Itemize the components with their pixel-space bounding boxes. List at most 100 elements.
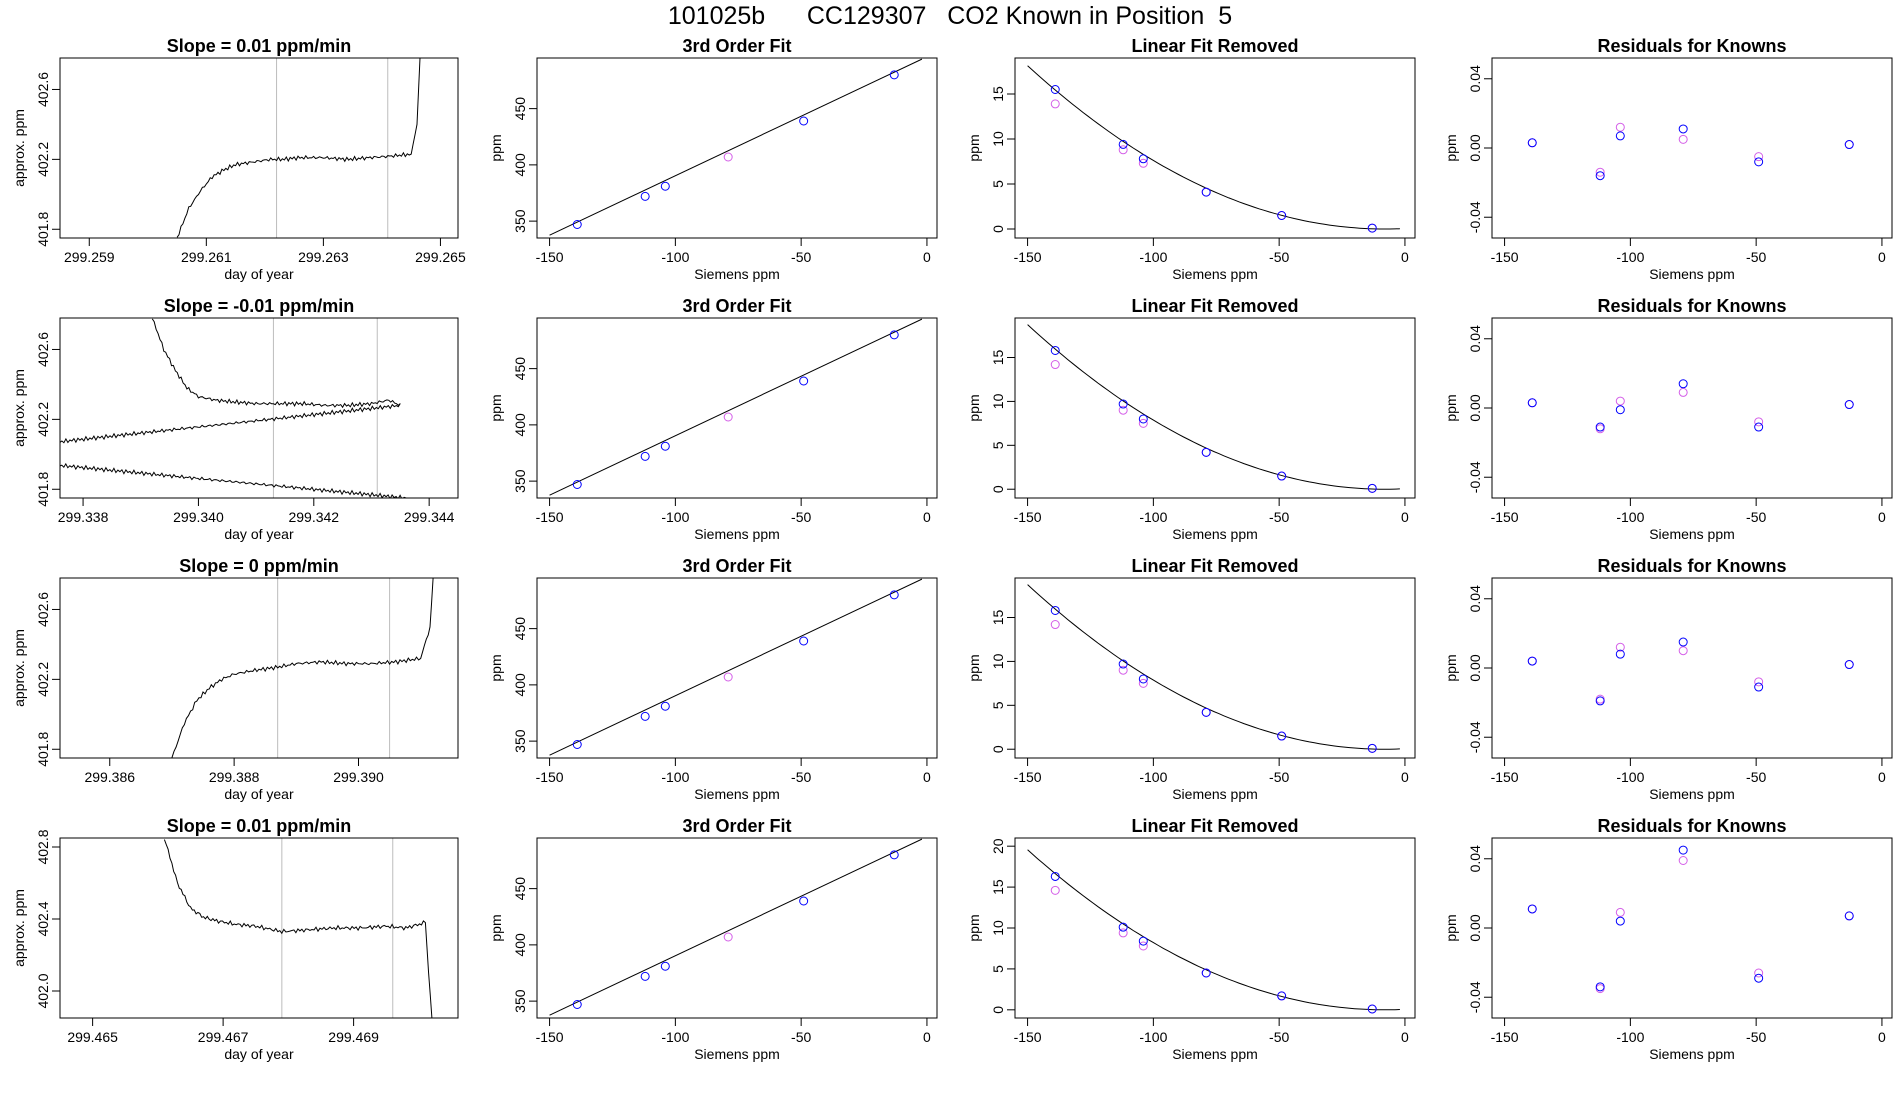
plot-frame [59,57,459,239]
fit-line [549,578,923,756]
x-tick-label: -50 [791,769,811,785]
panel-r2-c4: Residuals for Knowns -150 -100 -50 0 -0.04 0.0… [1443,296,1893,542]
y-tick-label: 450 [512,97,528,121]
x-tick-label: 0 [1401,769,1409,785]
x-tick-label: -100 [661,1029,689,1045]
y-tick-label: 10 [990,393,1006,409]
data-point-blue [1595,982,1605,992]
x-tick-label: -100 [1616,509,1644,525]
data-point-blue [1678,124,1688,134]
data-point-magenta [1118,145,1128,155]
x-tick-label: -50 [1746,509,1766,525]
plot-frame [1014,317,1416,499]
x-axis-label: Siemens ppm [694,786,780,802]
data-point-magenta [1138,941,1148,951]
x-axis-label: Siemens ppm [694,1046,780,1062]
y-tick-label: 0 [990,225,1006,233]
x-tick-label: 299.342 [288,509,339,525]
ppm-trace-line [163,839,433,1018]
x-tick-label: -150 [1014,1029,1042,1045]
y-axis-label: ppm [1443,134,1459,161]
figure-title: 101025b CC129307 CO2 Known in Position 5 [667,2,1233,30]
y-axis-label: ppm [966,394,982,421]
y-axis-label: approx. ppm [11,369,27,447]
plot-area [549,318,923,496]
x-tick-label: -150 [536,509,564,525]
x-axis-label: Siemens ppm [1172,1046,1258,1062]
y-tick-label: 402.4 [35,901,51,936]
plot-area [1027,584,1400,753]
panel-title: Linear Fit Removed [1131,556,1298,576]
x-tick-label: 299.390 [333,769,384,785]
panel-r4-c3: Linear Fit Removed -150 -100 -50 0 0 5 10 15 20 Si… [966,816,1416,1062]
data-point-blue [1138,674,1148,684]
y-tick-label: 400 [512,153,528,177]
y-tick-label: 450 [512,357,528,381]
panel-title: Linear Fit Removed [1131,296,1298,316]
y-axis-label: ppm [1443,914,1459,941]
y-tick-label: 400 [512,933,528,957]
x-tick-label: -50 [1269,249,1289,265]
x-tick-label: 0 [1401,249,1409,265]
y-tick-label: 350 [512,209,528,233]
y-tick-label: 5 [990,701,1006,709]
fit-curve [1027,65,1400,230]
y-tick-label: 5 [990,441,1006,449]
plot-frame [59,577,459,759]
data-point-blue [1201,968,1211,978]
y-tick-label: 450 [512,877,528,901]
panel-title: 3rd Order Fit [682,816,791,836]
x-tick-label: 0 [1878,1029,1886,1045]
data-point-blue [1754,973,1764,983]
data-point-blue [660,441,670,451]
x-axis-label: Siemens ppm [1172,526,1258,542]
y-tick-label: 350 [512,469,528,493]
fit-line [549,58,923,236]
x-tick-label: 0 [1878,509,1886,525]
x-tick-label: -150 [1014,509,1042,525]
plot-area [163,838,433,1018]
data-point-blue [640,191,650,201]
panel-title: Residuals for Knowns [1597,296,1786,316]
x-tick-label: 0 [1878,769,1886,785]
data-point-blue [1678,637,1688,647]
data-point-blue [640,971,650,981]
data-point-blue [1844,400,1854,410]
y-tick-label: -0.04 [1467,201,1483,233]
panel-r1-c2: 3rd Order Fit -150 -100 -50 0 350 400 450 Siemen… [488,36,938,282]
data-point-blue [1595,171,1605,181]
data-point-blue [1844,911,1854,921]
x-axis-label: Siemens ppm [1649,526,1735,542]
data-point-blue [1754,422,1764,432]
data-point-blue [1367,223,1377,233]
data-point-blue [572,1000,582,1009]
panel-title: Residuals for Knowns [1597,36,1786,56]
data-point-blue [1615,649,1625,659]
panel-title: 3rd Order Fit [682,36,791,56]
y-axis-label: ppm [1443,394,1459,421]
data-point-blue [640,451,650,461]
panel-r3-c3: Linear Fit Removed -150 -100 -50 0 0 5 10 15 Siem… [966,556,1416,802]
x-tick-label: -100 [1139,1029,1167,1045]
data-point-blue [1050,605,1060,615]
x-tick-label: -150 [1014,769,1042,785]
y-tick-label: 402.6 [35,72,51,107]
y-tick-label: 0 [990,485,1006,493]
data-point-magenta [1678,387,1688,397]
x-tick-label: -150 [1014,249,1042,265]
panel-r3-c2: 3rd Order Fit -150 -100 -50 0 350 400 450 Siemen… [488,556,938,802]
data-point-magenta [1615,122,1625,132]
x-tick-label: -150 [536,249,564,265]
data-point-blue [889,590,899,600]
y-axis-label: ppm [488,914,504,941]
plot-area [1027,65,1400,233]
plot-frame [1491,317,1893,499]
plot-frame [536,577,938,759]
x-tick-label: -150 [1491,509,1519,525]
x-axis-label: day of year [224,786,294,802]
data-point-blue [660,961,670,971]
data-point-magenta [1050,360,1060,370]
data-point-blue [1367,483,1377,493]
x-tick-label: 299.388 [209,769,260,785]
data-point-blue [640,711,650,721]
